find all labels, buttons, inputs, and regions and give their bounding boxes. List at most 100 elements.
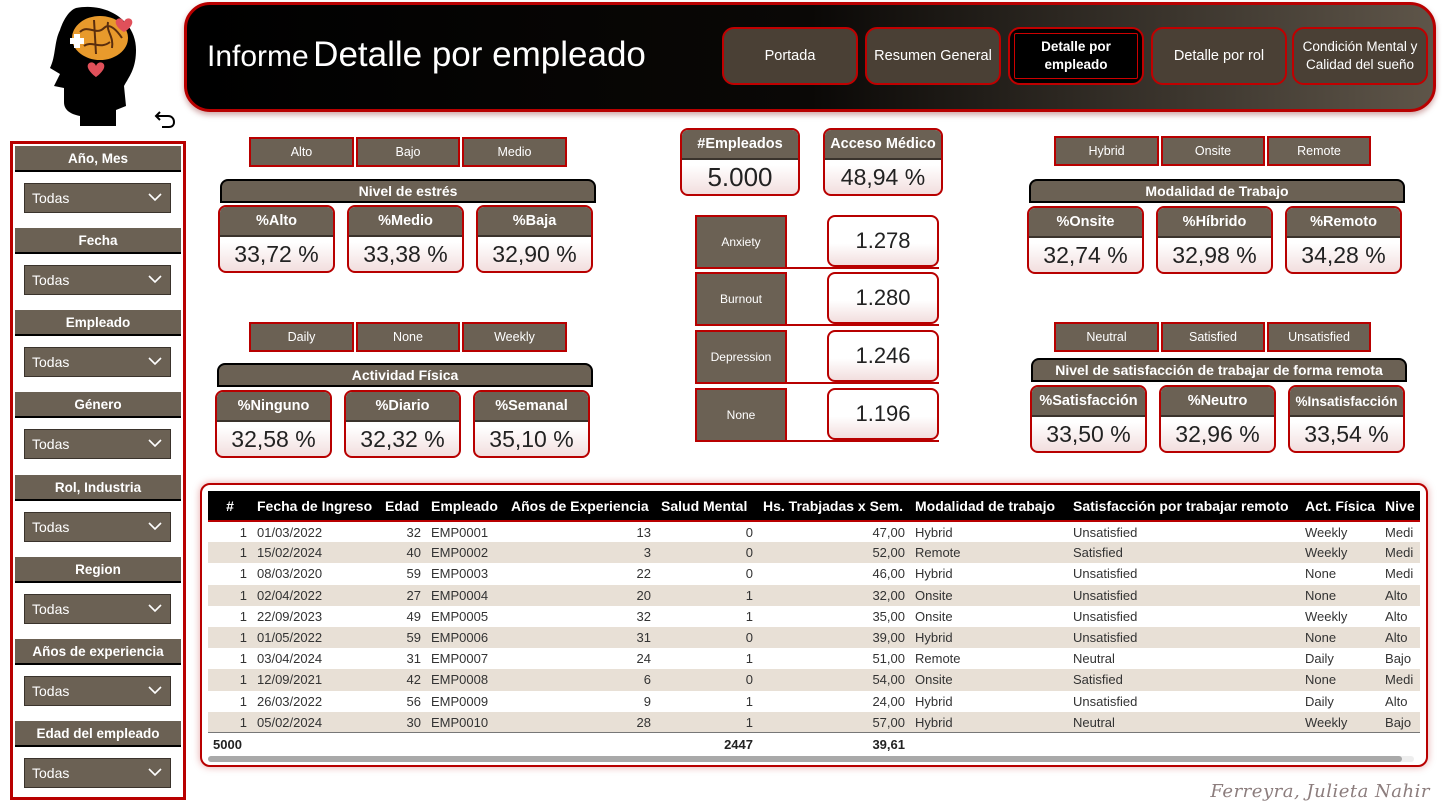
table-cell: 27	[380, 584, 426, 606]
table-cell: 31	[406, 651, 421, 667]
col-header[interactable]: Satisfacción por trabajar remoto	[1068, 491, 1300, 522]
filter-select-ano-mes[interactable]: Todas	[24, 183, 171, 213]
filter-select-edad-empleado[interactable]: Todas	[24, 758, 171, 788]
condition-label-burnout: Burnout	[695, 272, 787, 326]
chevron-down-icon	[148, 439, 162, 448]
chip-sat-neutral[interactable]: Neutral	[1054, 322, 1159, 352]
table-cell: 24	[636, 651, 651, 667]
col-header[interactable]: Nive	[1380, 491, 1420, 522]
table-cell: EMP0009	[431, 693, 489, 709]
table-cell: 0	[745, 566, 753, 582]
chip-sat-satisfied[interactable]: Satisfied	[1161, 322, 1265, 352]
table-cell: 0	[656, 542, 758, 564]
table-cell: 49	[406, 608, 421, 624]
table-cell: 01/03/2022	[257, 524, 323, 540]
table-cell: Daily	[1305, 651, 1334, 667]
table-row[interactable]: 1 12/09/2021 42 EMP0008 6 0 54,00 Onsite Satisfi…	[208, 669, 1420, 691]
nav-resumen-general-button[interactable]: Resumen General	[865, 27, 1001, 85]
chip-activity-weekly[interactable]: Weekly	[462, 322, 567, 352]
nav-detalle-rol-button[interactable]: Detalle por rol	[1151, 27, 1287, 85]
table-cell: Alto	[1385, 693, 1408, 709]
kpi-mode-hibrido: %Híbrido 32,98 %	[1156, 206, 1273, 274]
divider-line	[787, 324, 939, 326]
table-row[interactable]: 1 01/05/2022 59 EMP0006 31 0 39,00 Hybrid Unsati…	[208, 626, 1420, 649]
chip-sat-unsatisfied[interactable]: Unsatisfied	[1267, 322, 1371, 352]
table-cell: 02/04/2022	[252, 584, 380, 606]
brain-head-logo	[36, 2, 146, 130]
table-cell: EMP0004	[426, 584, 506, 606]
chip-activity-none[interactable]: None	[356, 322, 460, 352]
table-cell: EMP0006	[426, 626, 506, 649]
filter-label-empleado: Empleado	[15, 310, 181, 336]
col-header[interactable]: Salud Mental	[656, 491, 758, 522]
table-row[interactable]: 1 08/03/2020 59 EMP0003 22 0 46,00 Hybrid Unsati…	[208, 563, 1420, 584]
filter-select-anos-experiencia[interactable]: Todas	[24, 676, 171, 706]
filter-select-region[interactable]: Todas	[24, 594, 171, 624]
col-header[interactable]: Act. Física	[1300, 491, 1381, 522]
table-cell: Neutral	[1068, 711, 1300, 733]
table-cell: Satisfied	[1068, 542, 1300, 564]
table-cell: Hybrid	[910, 711, 1068, 733]
chip-mode-hybrid[interactable]: Hybrid	[1054, 136, 1159, 166]
col-header[interactable]: Fecha de Ingreso	[252, 491, 380, 522]
chevron-down-icon	[148, 604, 162, 613]
table-cell: Medi	[1385, 524, 1414, 540]
table-cell: 32	[406, 524, 421, 540]
condition-label-anxiety: Anxiety	[695, 215, 787, 269]
condition-value-anxiety: 1.278	[827, 215, 939, 267]
filter-select-genero[interactable]: Todas	[24, 429, 171, 459]
table-cell: 1	[208, 584, 252, 606]
table-row[interactable]: 1 15/02/2024 40 EMP0002 3 0 52,00 Remote Satisfi…	[208, 542, 1420, 564]
scrollbar-thumb[interactable]	[208, 756, 1402, 762]
chip-stress-medio[interactable]: Medio	[462, 137, 567, 167]
table-cell: 01/05/2022	[252, 626, 380, 649]
table-cell: EMP0007	[431, 651, 489, 667]
nav-portada-button[interactable]: Portada	[722, 27, 858, 85]
chip-mode-onsite[interactable]: Onsite	[1161, 136, 1265, 166]
table-row[interactable]: 1 05/02/2024 30 EMP0010 28 1 57,00 Hybrid Neutra…	[208, 711, 1420, 733]
table-cell: 0	[656, 669, 758, 691]
table-cell: None	[1305, 566, 1337, 582]
filter-select-fecha[interactable]: Todas	[24, 265, 171, 295]
table-cell: 6	[506, 669, 656, 691]
chip-stress-bajo[interactable]: Bajo	[356, 137, 460, 167]
table-cell: 15/02/2024	[252, 542, 380, 564]
table-cell: 28	[506, 711, 656, 733]
table-cell: 47,00	[872, 524, 905, 540]
table-cell: Weekly	[1305, 608, 1348, 624]
table-cell: 22/09/2023	[257, 608, 323, 624]
col-header[interactable]: Edad	[380, 491, 426, 522]
divider-line	[787, 267, 939, 269]
col-header[interactable]: Modalidad de trabajo	[910, 491, 1068, 522]
col-header[interactable]: Hs. Trabjadas x Sem.	[758, 491, 910, 522]
nav-detalle-empleado-button[interactable]: Detalle por empleado	[1008, 27, 1144, 85]
table-cell: Unsatisfied	[1068, 626, 1300, 649]
table-row[interactable]: 1 02/04/2022 27 EMP0004 20 1 32,00 Onsite Unsati…	[208, 584, 1420, 606]
col-header[interactable]: Empleado	[426, 491, 506, 522]
table-cell: 54,00	[758, 669, 910, 691]
table-row[interactable]: 1 22/09/2023 49 EMP0005 32 1 35,00 Onsite Unsati…	[208, 606, 1420, 627]
data-table: # Fecha de Ingreso Edad Empleado Años de…	[208, 491, 1420, 755]
table-cell: 1	[745, 608, 753, 624]
col-header[interactable]: Años de Experiencia	[506, 491, 656, 522]
chip-activity-daily[interactable]: Daily	[249, 322, 354, 352]
condition-value-burnout: 1.280	[827, 272, 939, 324]
chip-stress-alto[interactable]: Alto	[249, 137, 354, 167]
table-cell: 1	[239, 651, 247, 667]
nav-condicion-mental-button[interactable]: Condición Mental y Calidad del sueño	[1292, 27, 1428, 85]
chip-mode-remote[interactable]: Remote	[1267, 136, 1371, 166]
table-cell: Unsatisfied	[1068, 584, 1300, 606]
horizontal-scrollbar[interactable]	[208, 756, 1414, 762]
filter-label-edad-empleado: Edad del empleado	[15, 721, 181, 747]
table-row[interactable]: 1 26/03/2022 56 EMP0009 9 1 24,00 Hybrid Unsatis…	[208, 691, 1420, 712]
table-row[interactable]: 1 03/04/2024 31 EMP0007 24 1 51,00 Remote Neutra…	[208, 648, 1420, 669]
filter-select-empleado[interactable]: Todas	[24, 347, 171, 377]
table-row[interactable]: 1 01/03/2022 32 EMP0001 13 0 47,00 Hybrid Unsati…	[208, 521, 1420, 542]
col-header[interactable]: #	[208, 491, 252, 522]
table-cell: Medi	[1380, 669, 1420, 691]
table-cell: EMP0005	[431, 608, 489, 624]
back-arrow-icon[interactable]	[152, 104, 178, 130]
filter-select-rol-industria[interactable]: Todas	[24, 512, 171, 542]
chevron-down-icon	[148, 686, 162, 695]
table-cell: 1	[239, 693, 247, 709]
